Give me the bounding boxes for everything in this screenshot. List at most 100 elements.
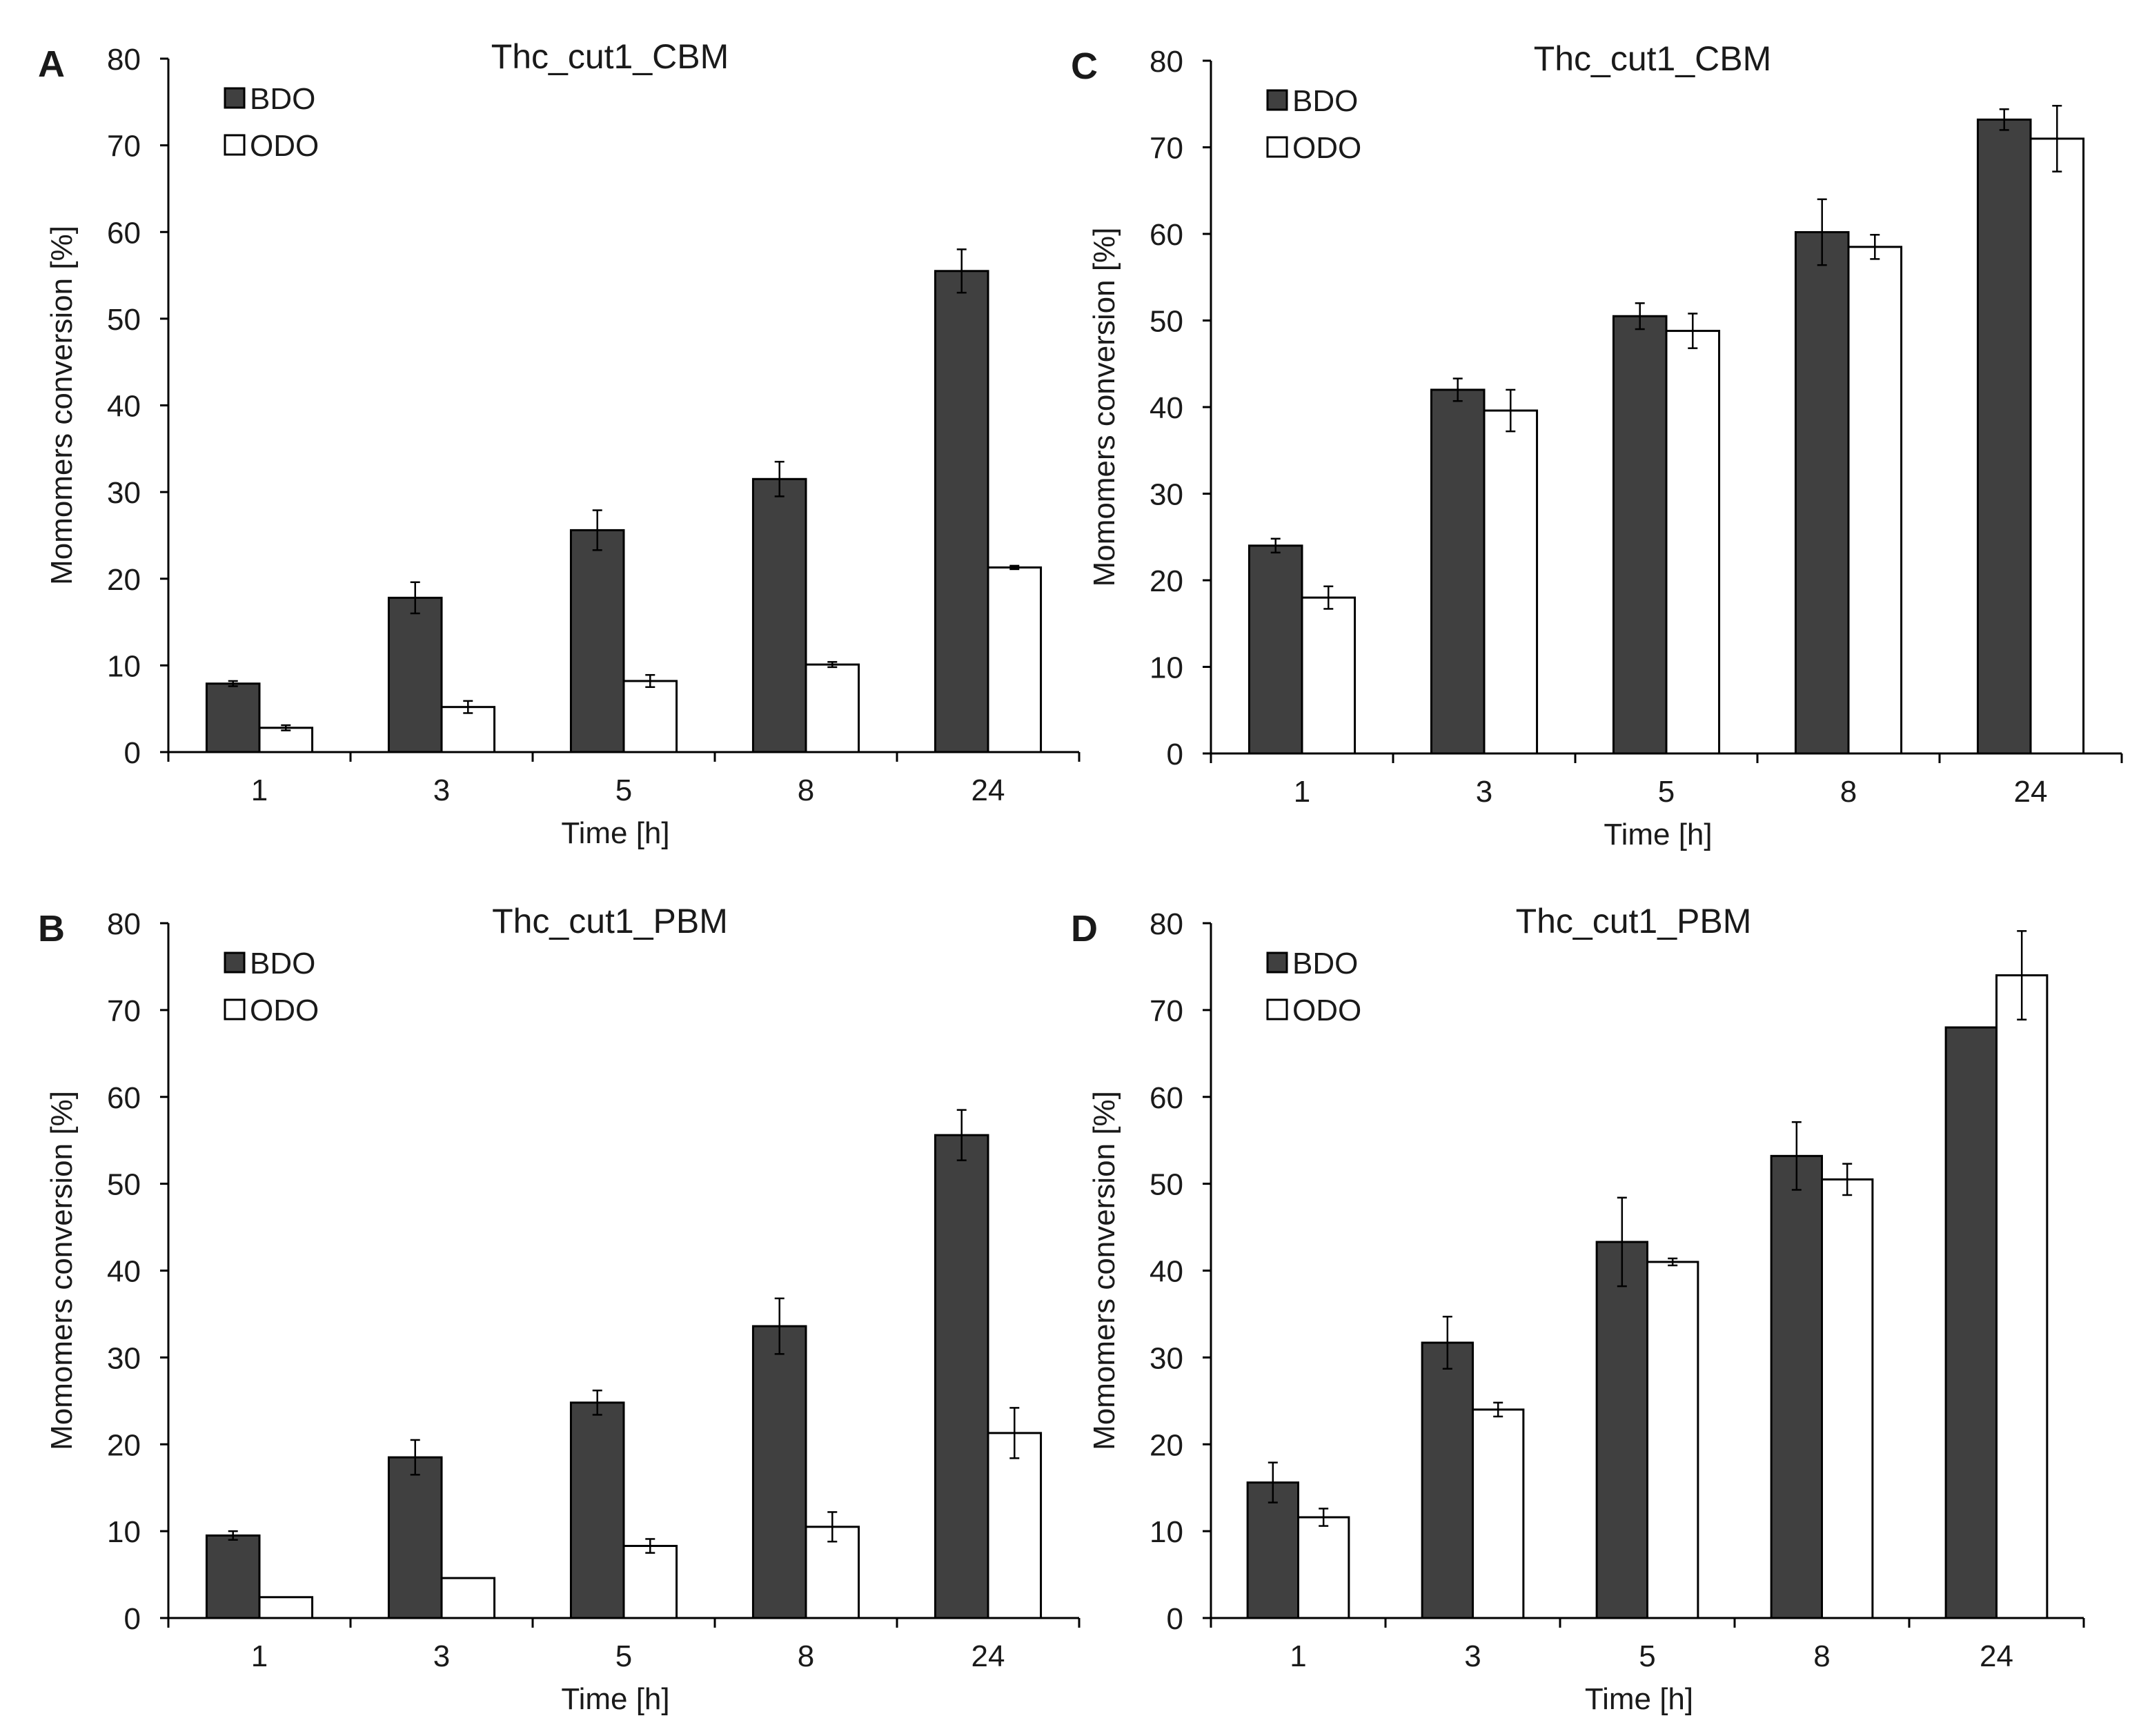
y-tick-label: 80 [1150,45,1183,79]
y-tick-label: 20 [107,1428,141,1462]
y-tick-label: 40 [107,390,141,424]
x-tick-label: 1 [1290,1639,1306,1673]
legend-swatch-bdo [1266,89,1288,111]
x-tick-label: 3 [1464,1639,1481,1673]
y-tick-label: 30 [1150,478,1183,512]
x-tick-label: 3 [433,773,450,807]
bar-bdo-1h [205,1534,261,1619]
y-tick-label: 0 [1167,738,1183,771]
y-tick-label: 20 [107,563,141,597]
x-axis-label: Time [h] [561,1682,669,1716]
bar-odo-5h [622,1545,678,1619]
y-tick-label: 50 [107,303,141,337]
bar-bdo-3h [1430,388,1486,755]
bar-bdo-3h [387,596,443,753]
y-tick-label: 30 [107,1341,141,1375]
bar-odo-3h [440,1577,496,1619]
y-tick-label: 50 [1150,1168,1183,1202]
x-tick-label: 1 [1294,775,1310,809]
chart-panel-d: D Thc_cut1_PBM Momomers conversion [%] Time… [1071,902,2085,1716]
legend-label-bdo: BDO [250,947,315,980]
x-axis-label: Time [h] [1585,1682,1693,1716]
legend-label-bdo: BDO [250,82,315,116]
x-tick-label: 5 [615,1639,632,1673]
y-tick-label: 0 [124,1602,141,1636]
bar-odo-3h [1483,409,1539,755]
bar-odo-5h [1646,1261,1699,1619]
y-tick-label: 60 [1150,218,1183,252]
y-tick-label: 70 [1150,132,1183,166]
y-axis-label: Momomers conversion [%] [1087,228,1121,587]
y-tick-label: 40 [1150,391,1183,425]
x-tick-label: 3 [433,1639,450,1673]
bar-bdo-24h [934,270,989,753]
bar-odo-8h [1821,1178,1874,1619]
y-tick-label: 0 [1167,1602,1183,1636]
y-tick-label: 0 [124,736,141,770]
bar-odo-1h [1301,596,1357,755]
x-tick-label: 8 [798,773,814,807]
chart-title: Thc_cut1_CBM [491,37,729,76]
x-tick-label: 8 [1840,775,1857,809]
y-tick-label: 10 [1150,1515,1183,1549]
bar-bdo-3h [387,1456,443,1619]
x-tick-label: 24 [2014,775,2048,809]
legend-swatch-odo [1266,136,1288,158]
chart-title: Thc_cut1_CBM [1534,39,1772,78]
y-axis-label: Momomers conversion [%] [45,226,79,585]
bar-bdo-24h [934,1134,989,1619]
legend-label-odo: ODO [250,129,319,163]
chart-title: Thc_cut1_PBM [1516,902,1752,940]
y-tick-label: 80 [1150,907,1183,941]
x-tick-label: 5 [1658,775,1675,809]
x-tick-label: 8 [798,1639,814,1673]
y-tick-label: 70 [1150,994,1183,1028]
bar-odo-1h [1297,1516,1350,1619]
bar-bdo-5h [1595,1241,1648,1619]
x-axis-label: Time [h] [1604,818,1712,851]
legend-label-bdo: BDO [1292,84,1358,118]
panel-letter: D [1071,908,1098,949]
y-tick-label: 20 [1150,1428,1183,1462]
bar-bdo-5h [569,1401,625,1619]
bar-odo-8h [805,663,860,753]
y-tick-label: 40 [107,1255,141,1289]
chart-panel-c: C Thc_cut1_CBM Momomers conversion [%] Time… [1071,39,2123,851]
y-tick-label: 80 [107,907,141,941]
y-tick-label: 60 [107,1081,141,1115]
bar-odo-24h [987,566,1043,753]
legend-label-odo: ODO [1292,994,1361,1027]
bar-bdo-3h [1421,1341,1474,1619]
y-axis-label: Momomers conversion [%] [1087,1091,1121,1450]
bar-odo-8h [1847,246,1903,755]
y-tick-label: 80 [107,43,141,77]
y-tick-label: 30 [107,476,141,510]
chart-panel-b: B Thc_cut1_PBM Momomers conversion [%] Time… [38,902,1081,1716]
x-tick-label: 5 [1639,1639,1655,1673]
bar-bdo-5h [569,529,625,753]
x-axis-label: Time [h] [561,816,669,850]
bar-odo-24h [2029,137,2085,755]
x-tick-label: 1 [251,1639,268,1673]
legend-label-bdo: BDO [1292,947,1358,980]
y-axis-label: Momomers conversion [%] [45,1091,79,1450]
panel-letter: A [38,43,65,85]
bar-bdo-1h [1247,544,1303,755]
x-tick-label: 3 [1476,775,1492,809]
y-tick-label: 40 [1150,1255,1183,1289]
chart-title: Thc_cut1_PBM [492,902,728,940]
bar-bdo-24h [1944,1026,1998,1619]
y-tick-label: 70 [107,994,141,1028]
y-tick-label: 70 [107,130,141,164]
chart-panel-a: A Thc_cut1_CBM Momomers conversion [%] Time… [38,37,1081,850]
bar-odo-1h [258,1596,314,1619]
bar-bdo-8h [1794,230,1850,755]
bar-odo-5h [1665,330,1721,755]
legend-swatch-odo [224,134,246,156]
x-tick-label: 8 [1813,1639,1830,1673]
legend-swatch-odo [224,998,246,1020]
bar-bdo-1h [205,682,261,753]
legend-swatch-bdo [224,951,246,974]
y-tick-label: 10 [107,1515,141,1549]
